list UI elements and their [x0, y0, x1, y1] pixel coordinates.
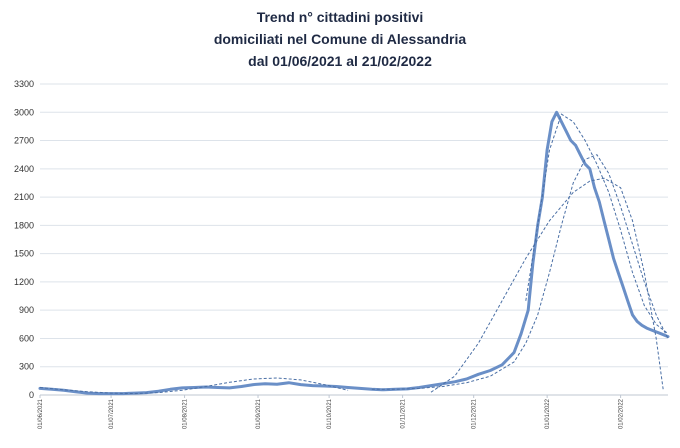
- y-tick-label: 3300: [14, 79, 34, 89]
- series-line-trend-1: [39, 377, 349, 395]
- chart-title: Trend n° cittadini positivi domiciliati …: [0, 6, 680, 72]
- x-tick-label: 01/09/2021: [256, 398, 262, 429]
- chart-title-line-3: dal 01/06/2021 al 21/02/2022: [248, 53, 432, 69]
- y-tick-label: 2700: [14, 136, 34, 146]
- series-line-trend-2: [371, 154, 669, 390]
- x-tick-label: 01/12/2021: [472, 398, 478, 429]
- series-line-trend-4: [525, 113, 669, 335]
- chart-title-line-2: domiciliati nel Comune di Alessandria: [213, 31, 467, 47]
- series-line-trend-3: [430, 177, 664, 393]
- y-tick-label: 900: [19, 305, 34, 315]
- y-tick-label: 2100: [14, 192, 34, 202]
- y-tick-label: 0: [29, 390, 34, 400]
- x-tick-label: 01/10/2021: [327, 398, 333, 429]
- y-tick-label: 2400: [14, 164, 34, 174]
- x-tick-label: 01/01/2022: [545, 398, 551, 429]
- x-tick-label: 01/07/2021: [109, 398, 115, 429]
- y-tick-label: 1500: [14, 249, 34, 259]
- chart-title-line-1: Trend n° cittadini positivi: [256, 9, 424, 25]
- x-tick-label: 01/08/2021: [183, 398, 189, 429]
- y-tick-label: 600: [19, 333, 34, 343]
- series-line-main: [38, 110, 670, 396]
- y-tick-label: 1800: [14, 220, 34, 230]
- y-tick-label: 300: [19, 362, 34, 372]
- x-tick-label: 01/11/2021: [401, 398, 407, 428]
- y-tick-label: 3000: [14, 107, 34, 117]
- y-tick-label: 1200: [14, 277, 34, 287]
- x-tick-label: 01/06/2021: [38, 398, 44, 429]
- x-tick-label: 01/02/2022: [619, 398, 625, 429]
